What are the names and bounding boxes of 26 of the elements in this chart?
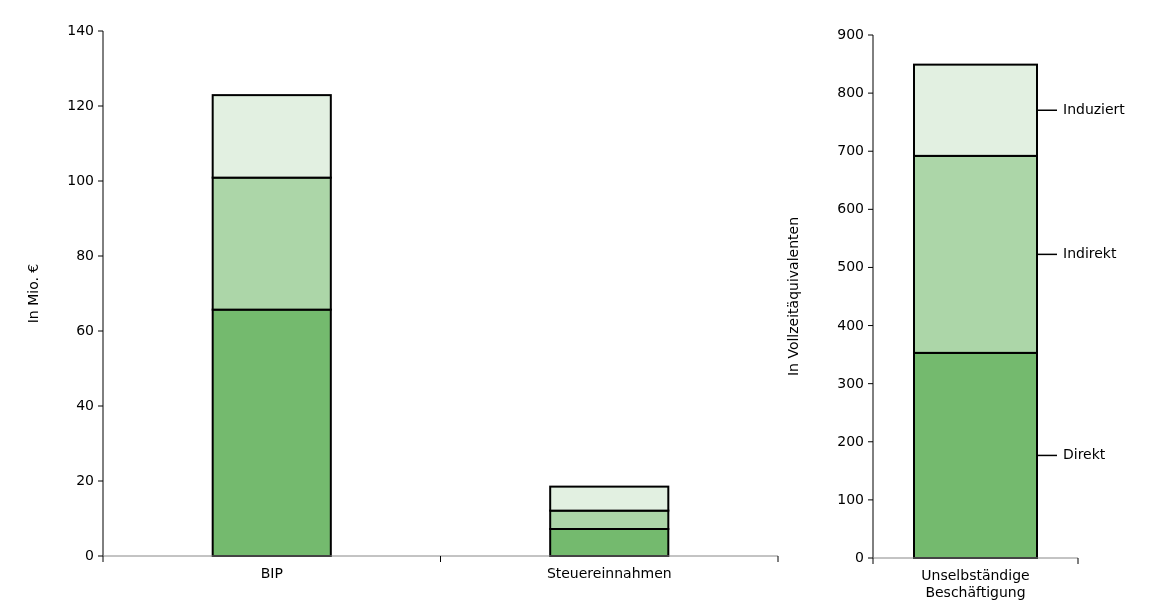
y-tick-label: 100 [67,172,94,188]
y-tick-label: 900 [837,26,864,42]
y-tick-label: 600 [837,200,864,217]
y-tick-label: 400 [837,316,864,333]
y-tick-label: 140 [67,22,94,38]
y-tick-label: 80 [76,247,94,263]
y-tick-label: 500 [837,258,864,275]
y-tick-label: 40 [76,397,94,413]
legend-label: Direkt [1063,446,1106,463]
y-tick-label: 20 [76,472,94,488]
y-tick-label: 100 [837,490,864,507]
legend-label: Indirekt [1063,245,1117,262]
y-tick-label: 700 [837,142,864,159]
x-tick-label: BIP [260,565,283,581]
legend-label: Induziert [1063,101,1126,118]
y-tick-label: 60 [76,322,94,338]
x-tick-label: Steuereinnahmen [546,565,672,581]
y-tick-label: 300 [837,374,864,391]
x-tick-label: Unselbständige Beschäftigung [921,567,1030,600]
y-tick-label: 0 [85,547,94,563]
y-axis-title: In Vollzeitäquivalenten [785,216,801,377]
y-tick-label: 0 [855,549,864,565]
y-tick-label: 200 [837,432,864,449]
y-axis-title: In Mio. € [25,263,41,324]
y-tick-label: 120 [67,97,94,113]
y-tick-label: 800 [837,84,864,101]
